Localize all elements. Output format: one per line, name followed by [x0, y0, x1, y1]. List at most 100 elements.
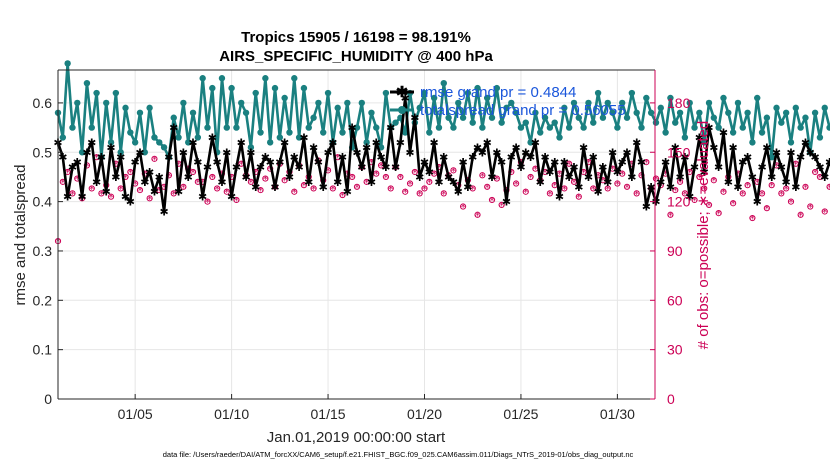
y-left-tick-label-1: 0.1 — [33, 342, 53, 358]
totalspread-point — [131, 139, 139, 146]
totalspread-point — [170, 114, 177, 121]
possible-point — [802, 183, 809, 190]
evaluated-point: * — [224, 188, 229, 199]
totalspread-point — [628, 89, 636, 97]
totalspread-point — [517, 124, 525, 131]
evaluated-point: * — [552, 181, 557, 192]
possible-point — [411, 168, 418, 176]
rmse-point: ✱ — [574, 181, 583, 194]
possible-point — [783, 185, 790, 192]
totalspread-point — [479, 124, 486, 131]
totalspread-point — [373, 124, 380, 131]
rmse-point: ✱ — [675, 171, 684, 184]
legend-rmse-label: rmse grand pr = 0.4844 — [420, 84, 576, 101]
rmse-point: ✱ — [454, 186, 463, 199]
rmse-point: ✱ — [304, 176, 313, 189]
rmse-point: ✱ — [275, 156, 284, 169]
rmse-point: ✱ — [589, 151, 598, 164]
totalspread-point — [710, 114, 718, 121]
rmse-point: ✱ — [651, 196, 660, 209]
evaluated-point: * — [408, 180, 413, 191]
evaluated-point: * — [191, 168, 196, 179]
rmse-point: ✱ — [729, 141, 738, 154]
totalspread-point — [59, 134, 67, 141]
evaluated-point: * — [133, 180, 138, 191]
rmse-point: ✱ — [232, 161, 241, 174]
possible-point — [575, 193, 582, 200]
totalspread-point — [276, 134, 284, 141]
totalspread-point — [252, 89, 259, 97]
totalspread-point — [638, 124, 645, 131]
totalspread-point — [262, 75, 269, 82]
rmse-point: ✱ — [68, 161, 77, 174]
totalspread-point — [189, 109, 197, 116]
possible-point — [402, 188, 409, 195]
rmse-point: ✱ — [135, 146, 144, 159]
rmse-point: ✱ — [603, 176, 612, 189]
rmse-point: ✱ — [405, 146, 414, 159]
totalspread-point — [672, 119, 679, 126]
evaluated-point: * — [451, 166, 456, 177]
possible-point — [189, 168, 197, 176]
rmse-point: ✱ — [63, 191, 72, 204]
legend: ✱ rmse grand pr = 0.4844 totalspread gra… — [390, 84, 626, 119]
totalspread-point — [199, 75, 206, 82]
totalspread-point — [281, 94, 288, 102]
evaluated-point: * — [427, 178, 432, 189]
rmse-point: ✱ — [545, 166, 554, 179]
totalspread-point — [474, 84, 481, 92]
rmse-point: ✱ — [357, 161, 366, 174]
rmse-point: ✱ — [473, 141, 482, 154]
possible-point — [488, 196, 496, 204]
rmse-point: ✱ — [569, 161, 578, 174]
evaluated-point: * — [745, 181, 750, 192]
rmse-point: ✱ — [367, 176, 376, 189]
rmse-point: ✱ — [174, 186, 183, 199]
rmse-point: ✱ — [372, 136, 381, 149]
evaluated-point: * — [273, 183, 278, 194]
rmse-point: ✱ — [111, 171, 120, 184]
totalspread-point — [556, 134, 563, 141]
evaluated-point: * — [94, 153, 99, 164]
evaluated-point: * — [499, 201, 504, 212]
rmse-point: ✱ — [656, 176, 665, 189]
evaluated-point: * — [229, 173, 234, 184]
possible-point — [146, 195, 153, 202]
totalspread-point — [146, 104, 153, 112]
totalspread-point — [233, 124, 240, 131]
rmse-point: ✱ — [87, 136, 96, 149]
evaluated-point: * — [793, 160, 798, 171]
evaluated-point: * — [620, 170, 625, 181]
evaluated-point: * — [764, 204, 769, 215]
y-left-tick-label-0: 0 — [44, 391, 52, 407]
evaluated-point: * — [750, 214, 755, 225]
totalspread-point — [619, 99, 626, 107]
totalspread-point — [204, 124, 211, 131]
evaluated-point: * — [813, 168, 818, 179]
y-left-tick-label-3: 0.3 — [33, 243, 53, 259]
rmse-point: ✱ — [743, 151, 752, 164]
rmse-point: ✱ — [618, 156, 627, 169]
totalspread-point — [156, 139, 163, 146]
possible-point — [667, 211, 674, 218]
rmse-point: ✱ — [540, 151, 549, 164]
possible-point — [498, 201, 505, 208]
rmse-point: ✱ — [724, 176, 733, 189]
totalspread-point — [78, 149, 86, 156]
possible-point — [257, 186, 264, 194]
totalspread-point — [141, 149, 149, 156]
totalspread-point — [667, 94, 674, 102]
totalspread-point — [811, 109, 819, 116]
totalspread-point — [488, 114, 496, 121]
possible-point — [209, 173, 216, 181]
totalspread-point — [493, 84, 501, 92]
y-right-tick-label-2: 60 — [667, 292, 683, 308]
totalspread-point — [310, 114, 317, 121]
x-tick-label-1: 01/10 — [214, 406, 249, 422]
rmse-point: ✱ — [536, 176, 545, 189]
totalspread-point — [565, 124, 573, 131]
rmse-point: ✱ — [608, 146, 617, 159]
rmse-line — [56, 96, 830, 213]
rmse-point: ✱ — [179, 146, 188, 159]
rmse-point: ✱ — [150, 186, 159, 199]
